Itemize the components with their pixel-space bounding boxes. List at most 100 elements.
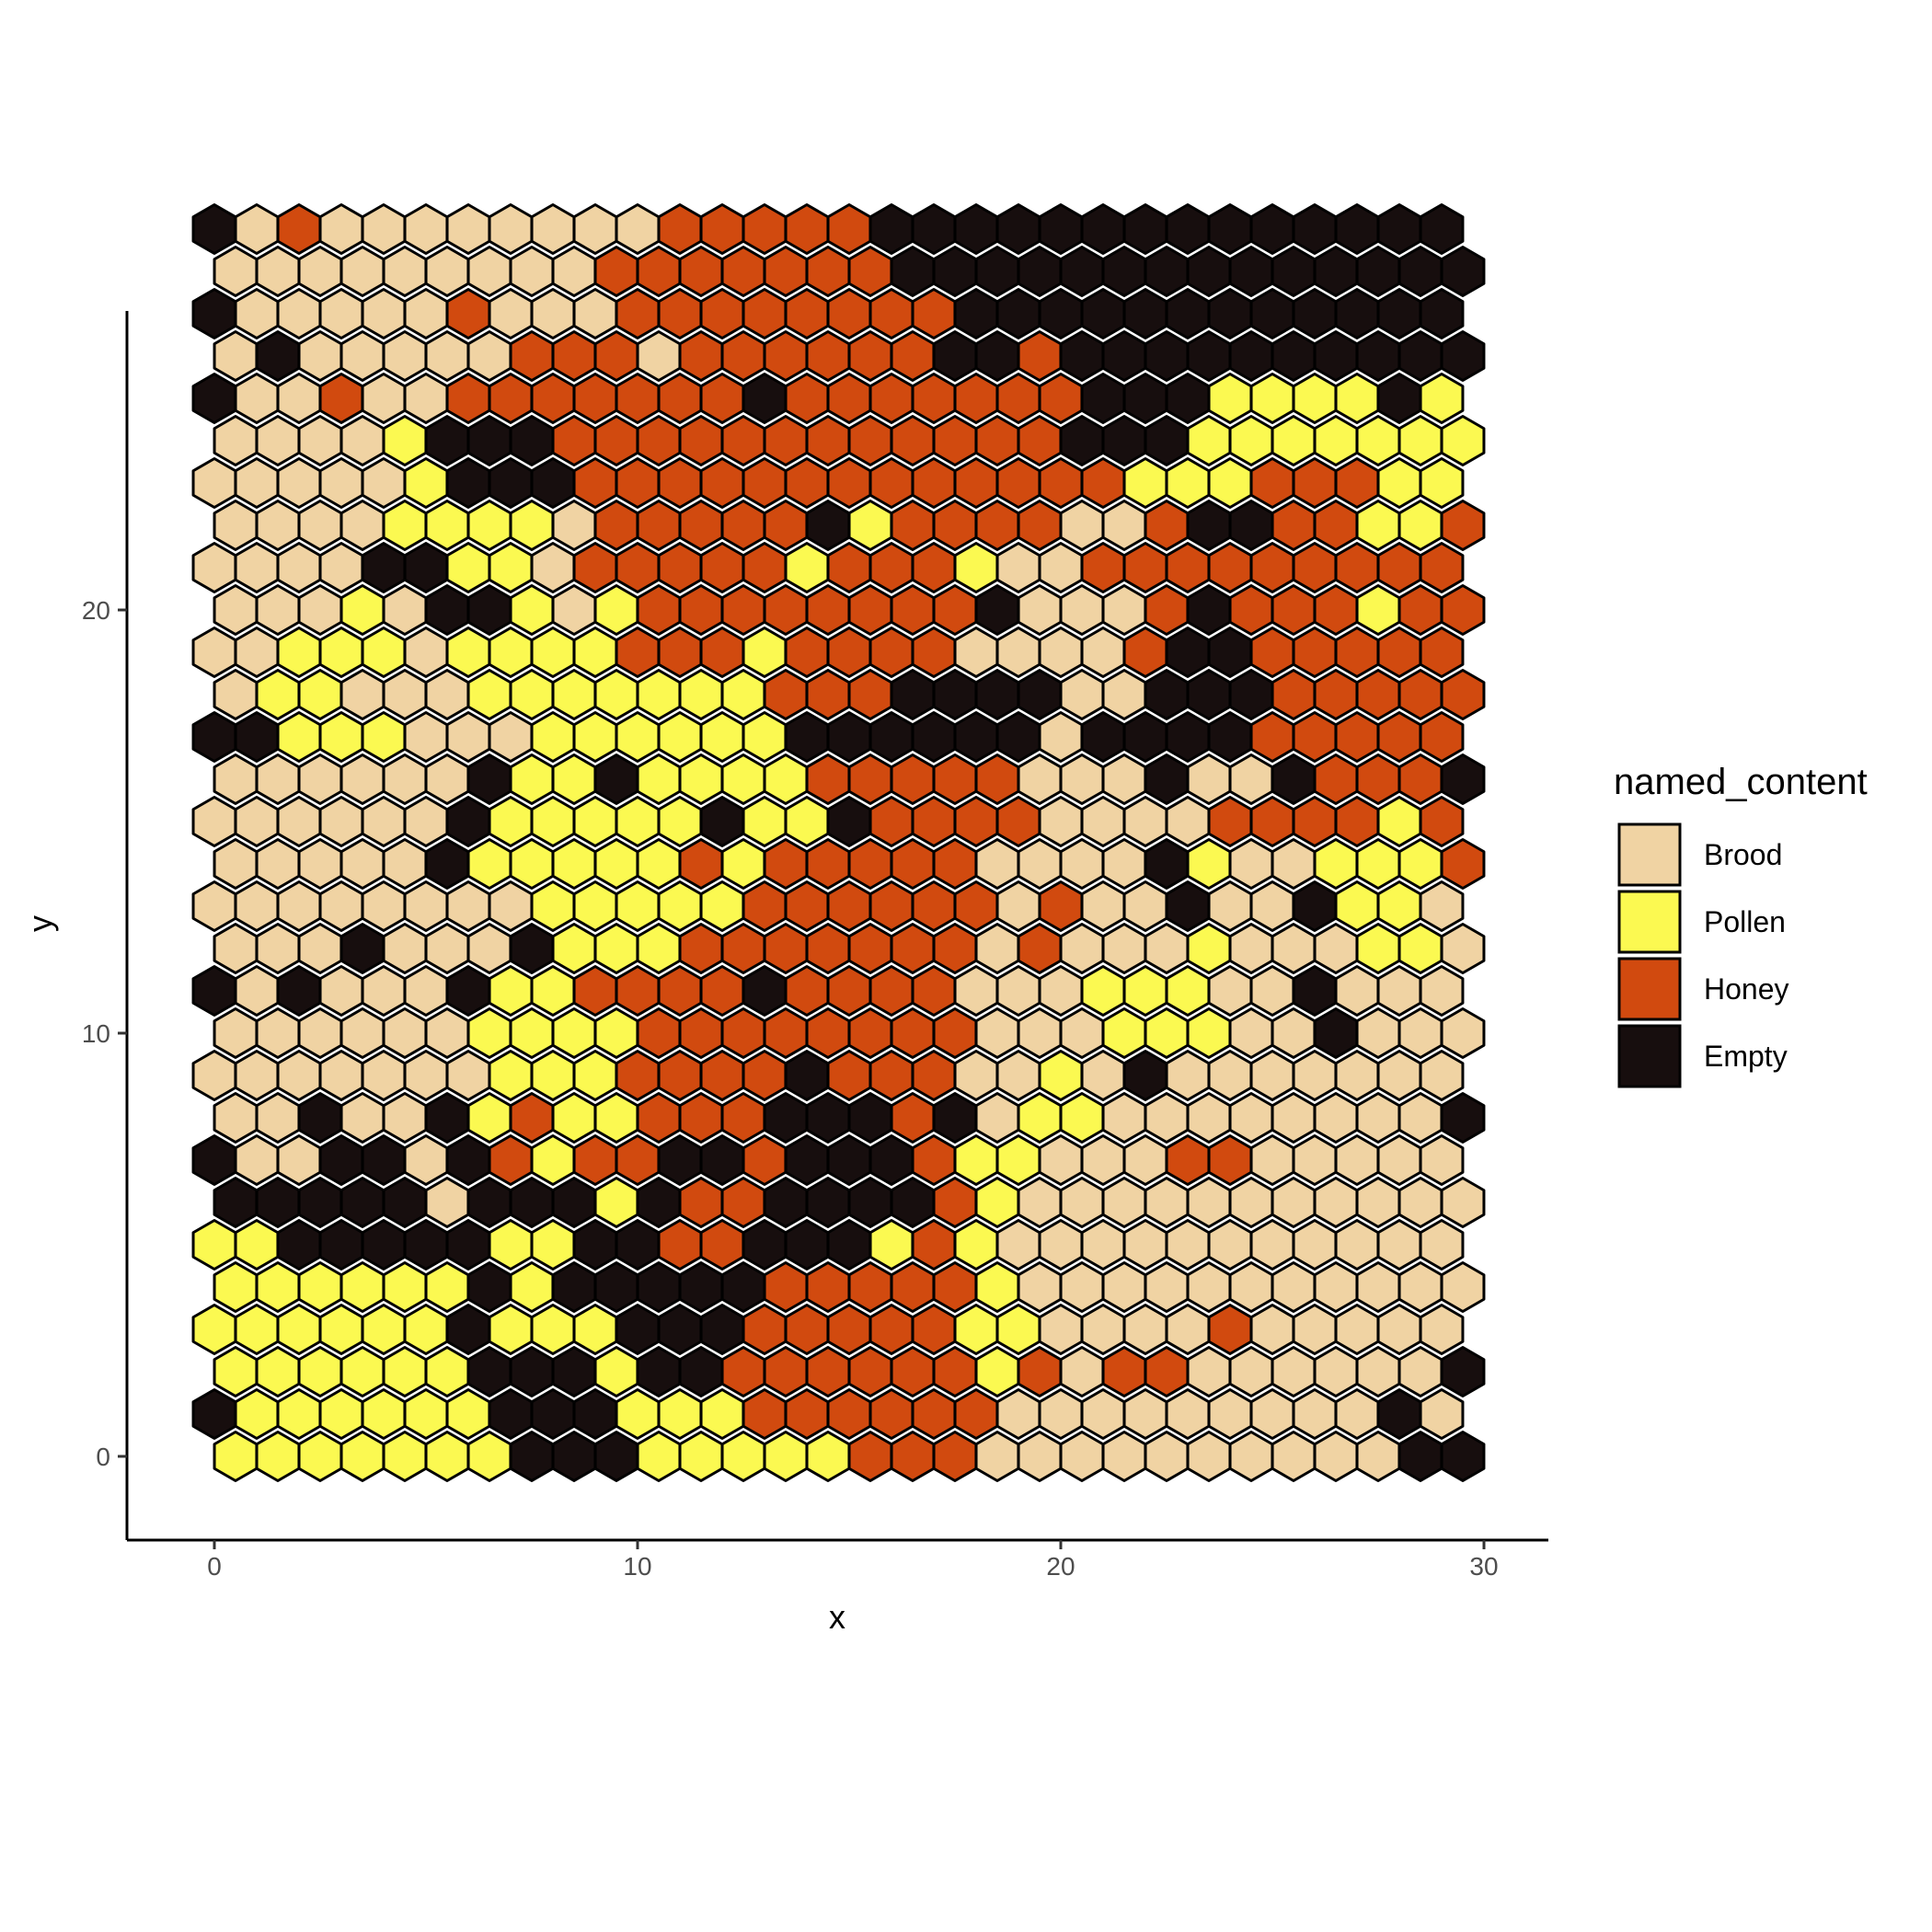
hex-cell xyxy=(572,373,618,424)
hex-cell xyxy=(1313,1177,1359,1228)
hex-cell xyxy=(191,288,237,339)
hex-cell xyxy=(424,1092,470,1144)
hex-cell xyxy=(953,627,999,678)
y-axis-title: y xyxy=(21,915,59,932)
legend-key-pollen xyxy=(1617,890,1682,954)
hex-cell xyxy=(1017,330,1063,382)
hex-cell xyxy=(720,1007,766,1059)
hex-cell xyxy=(1186,1092,1232,1144)
hex-cell xyxy=(890,669,936,720)
y-tick-label: 20 xyxy=(82,596,110,625)
hex-cell xyxy=(1186,1007,1232,1059)
hex-cell xyxy=(868,373,914,424)
hex-cell xyxy=(1355,246,1401,297)
hex-cell xyxy=(1059,753,1105,805)
hex-cell xyxy=(1271,1092,1317,1144)
hex-cell xyxy=(1355,1092,1401,1144)
hex-cell xyxy=(1313,1346,1359,1397)
hex-cell xyxy=(1038,1219,1084,1271)
hex-cell xyxy=(1080,1134,1126,1186)
hex-cell xyxy=(318,711,364,763)
hex-cell xyxy=(805,753,851,805)
hex-cell xyxy=(1376,203,1422,255)
hex-cell xyxy=(488,880,534,932)
hex-cell xyxy=(530,880,576,932)
hex-cell xyxy=(868,880,914,932)
hex-cell xyxy=(213,1007,259,1059)
hex-cell xyxy=(572,542,618,593)
hex-cell xyxy=(678,1346,724,1397)
hex-cell xyxy=(466,753,512,805)
hex-cell xyxy=(974,1431,1020,1482)
hex-cell xyxy=(1101,1261,1147,1313)
hex-cell xyxy=(1186,669,1232,720)
hex-cell xyxy=(890,838,936,890)
hex-cell xyxy=(1334,203,1380,255)
hex-cell xyxy=(530,1219,576,1271)
hex-cell xyxy=(615,542,661,593)
hex-cell xyxy=(1017,838,1063,890)
hex-cell xyxy=(1313,500,1359,551)
hex-cell xyxy=(1080,1050,1126,1101)
hex-cell xyxy=(847,1092,893,1144)
hex-cell xyxy=(699,1388,745,1440)
hex-cell xyxy=(572,288,618,339)
legend-label-empty: Empty xyxy=(1704,1040,1788,1073)
hex-cell xyxy=(551,838,597,890)
hex-cell xyxy=(1207,796,1253,847)
hex-cell xyxy=(445,457,491,509)
hex-cell xyxy=(805,1261,851,1313)
hex-cell xyxy=(615,880,661,932)
hex-cell xyxy=(1144,838,1190,890)
hex-cell xyxy=(678,1007,724,1059)
hex-cell xyxy=(911,288,957,339)
hex-cell xyxy=(1122,288,1168,339)
hex-cell xyxy=(1165,1134,1211,1186)
hex-cell xyxy=(551,1007,597,1059)
hex-cell xyxy=(1059,1261,1105,1313)
hex-cell xyxy=(1376,1388,1422,1440)
hex-cell xyxy=(213,1431,259,1482)
hex-cell xyxy=(1292,965,1338,1017)
hex-cell xyxy=(530,203,576,255)
hex-cell xyxy=(276,203,322,255)
hex-cell xyxy=(1080,880,1126,932)
hex-cell xyxy=(445,288,491,339)
hex-cell xyxy=(424,753,470,805)
hex-cell xyxy=(763,584,809,636)
hex-cell xyxy=(974,669,1020,720)
hex-cell xyxy=(1165,1388,1211,1440)
hex-cell xyxy=(1376,1134,1422,1186)
hex-cell xyxy=(1440,1346,1486,1397)
hex-cell xyxy=(1249,373,1295,424)
hex-cell xyxy=(1038,1050,1084,1101)
hex-cell xyxy=(255,1431,301,1482)
hex-cell xyxy=(1059,1431,1105,1482)
hex-cell xyxy=(1334,1304,1380,1355)
hex-cell xyxy=(382,584,428,636)
hex-cell xyxy=(1334,457,1380,509)
hex-cell xyxy=(911,457,957,509)
hex-cell xyxy=(297,246,343,297)
hex-cell xyxy=(1440,838,1486,890)
hex-cell xyxy=(974,246,1020,297)
hex-cell xyxy=(1101,584,1147,636)
hex-cell xyxy=(1271,753,1317,805)
hex-cell xyxy=(1228,1007,1274,1059)
hex-cell xyxy=(720,669,766,720)
hex-cell xyxy=(1186,1261,1232,1313)
hex-cell xyxy=(213,1092,259,1144)
hex-cell xyxy=(784,1050,830,1101)
hex-cell xyxy=(784,288,830,339)
hex-cell xyxy=(720,500,766,551)
hex-cell xyxy=(488,627,534,678)
hex-cell xyxy=(868,711,914,763)
hex-cell xyxy=(1419,796,1465,847)
hex-cell xyxy=(1397,246,1443,297)
hex-cell xyxy=(1249,203,1295,255)
hex-cell xyxy=(720,246,766,297)
hex-cell xyxy=(382,669,428,720)
hex-cell xyxy=(1017,246,1063,297)
hex-cell xyxy=(1080,1219,1126,1271)
